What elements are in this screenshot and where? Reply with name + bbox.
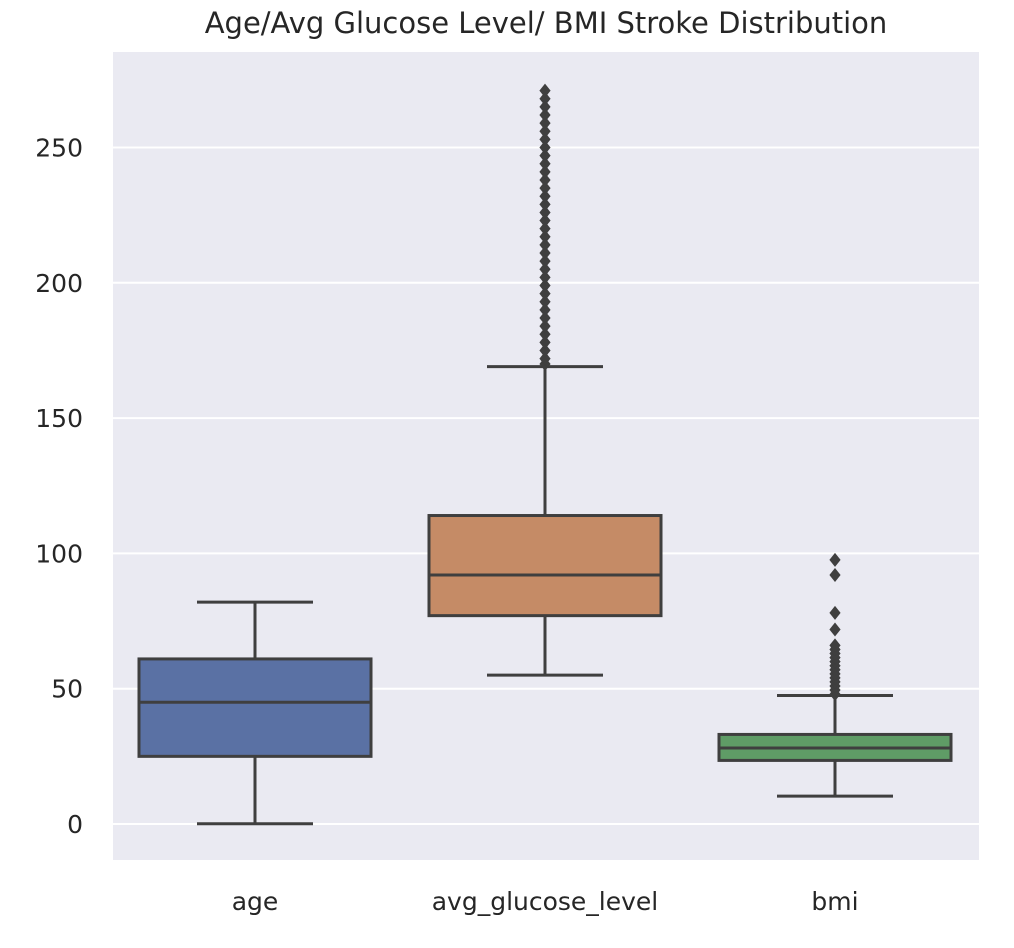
y-tick-label: 0 xyxy=(67,810,83,839)
outlier-point xyxy=(539,124,551,139)
outlier-point xyxy=(539,213,551,228)
outlier-point xyxy=(539,254,551,269)
outlier-point xyxy=(539,148,551,163)
outlier-point xyxy=(539,286,551,301)
outlier-point xyxy=(539,310,551,325)
chart-title: Age/Avg Glucose Level/ BMI Stroke Distri… xyxy=(205,6,888,40)
outlier-point xyxy=(539,351,551,366)
outlier-point xyxy=(539,237,551,252)
box-group-age xyxy=(137,600,373,826)
outlier-point xyxy=(539,189,551,204)
outlier-point xyxy=(539,116,551,131)
box-group-avg-glucose-level xyxy=(427,83,663,677)
outlier-point xyxy=(539,335,551,350)
outlier-point xyxy=(539,278,551,293)
outlier-point xyxy=(539,197,551,212)
x-axis-labels: age avg_glucose_level bmi xyxy=(232,887,859,916)
outlier-point xyxy=(539,108,551,123)
boxes xyxy=(137,83,953,826)
outlier-point xyxy=(829,552,841,567)
outlier-point xyxy=(539,172,551,187)
outlier-point xyxy=(539,229,551,244)
outlier-point xyxy=(539,156,551,171)
outlier-point xyxy=(539,302,551,317)
box xyxy=(137,657,373,758)
outlier-point xyxy=(539,262,551,277)
outlier-point xyxy=(829,568,841,583)
outlier-point xyxy=(539,343,551,358)
outlier-point xyxy=(539,83,551,98)
x-tick-label: age xyxy=(232,887,279,916)
outlier-point xyxy=(539,205,551,220)
outlier-point xyxy=(539,327,551,342)
outlier-point xyxy=(829,638,841,653)
outlier-point xyxy=(539,270,551,285)
outlier-point xyxy=(539,164,551,179)
x-tick-label: bmi xyxy=(811,887,858,916)
outlier-point xyxy=(539,221,551,236)
y-tick-label: 250 xyxy=(35,134,83,163)
y-tick-label: 150 xyxy=(35,404,83,433)
box-group-bmi xyxy=(717,552,953,798)
outlier-point xyxy=(539,181,551,196)
y-axis-ticks: 0 50 100 150 200 250 xyxy=(35,134,83,840)
y-tick-label: 200 xyxy=(35,269,83,298)
outlier-point xyxy=(539,294,551,309)
outlier-point xyxy=(829,605,841,620)
outlier-point xyxy=(539,140,551,155)
x-tick-label: avg_glucose_level xyxy=(432,887,659,916)
outlier-point xyxy=(539,99,551,114)
outlier-point xyxy=(539,132,551,147)
outlier-point xyxy=(539,246,551,261)
box xyxy=(427,514,663,618)
outlier-point xyxy=(829,622,841,637)
y-tick-label: 50 xyxy=(51,675,83,704)
outlier-point xyxy=(539,319,551,334)
y-tick-label: 100 xyxy=(35,539,83,568)
outlier-point xyxy=(539,91,551,106)
